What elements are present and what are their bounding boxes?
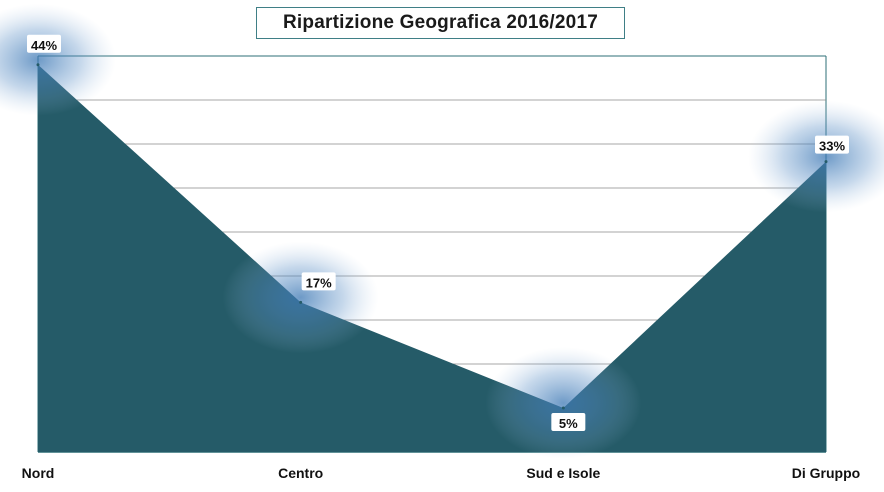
data-label-bg [301,272,336,291]
chart-title: Ripartizione Geografica 2016/2017 [256,7,625,39]
x-tick-label: Sud e Isole [526,465,600,481]
data-point [36,63,40,67]
glow-layer [0,3,884,459]
point-glow [485,347,642,459]
point-glow [222,241,379,354]
data-labels: 44% 17% 5% 33% [27,34,849,431]
data-label: 44% [31,38,57,53]
point-glow [748,100,884,213]
x-tick-label: Di Gruppo [792,465,860,481]
x-tick-label: Nord [22,465,55,481]
point-glow [0,3,116,116]
data-label-bg [27,34,61,53]
data-label: 17% [306,275,332,290]
data-point [561,406,565,410]
data-point [299,300,303,304]
x-tick-label: Centro [278,465,323,481]
data-label-bg [551,413,586,431]
data-label: 33% [819,139,845,154]
series-area [38,64,826,453]
data-label-bg [815,135,849,154]
x-axis-ticks: Nord Centro Sud e Isole Di Gruppo [22,465,861,481]
area-layer [38,64,826,453]
data-label: 5% [559,416,578,431]
data-point [824,160,828,164]
